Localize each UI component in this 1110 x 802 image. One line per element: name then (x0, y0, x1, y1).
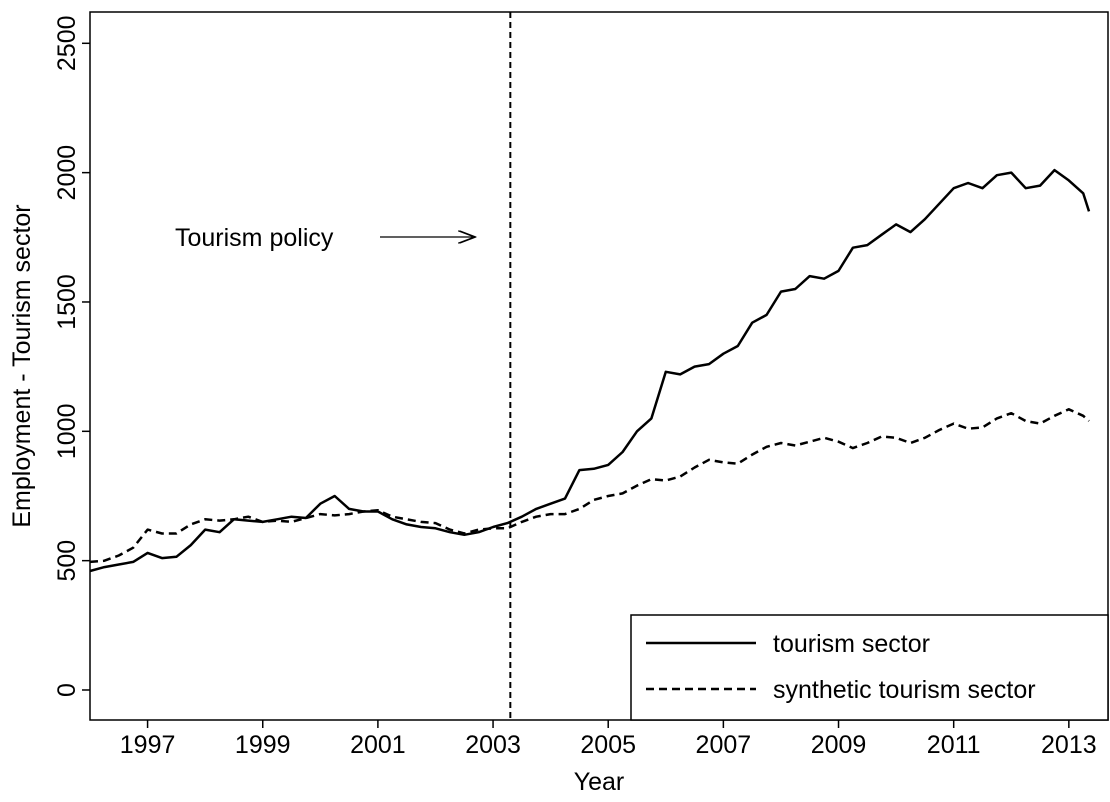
x-tick-label: 2011 (927, 731, 981, 759)
x-axis-label: Year (574, 768, 625, 796)
y-tick-label: 1000 (53, 404, 81, 460)
legend-box (630, 614, 1109, 721)
plot-frame (89, 11, 1109, 721)
series-line (89, 408, 1090, 564)
y-tick-label: 2000 (53, 145, 81, 201)
x-tick-label: 2007 (696, 731, 752, 759)
x-tick-label: 1999 (235, 731, 291, 759)
legend: tourism sector synthetic tourism sector (630, 614, 1109, 721)
y-axis-label: Employment - Tourism sector (8, 204, 36, 527)
y-tick-label: 1500 (53, 274, 81, 330)
y-tick-label: 2500 (53, 15, 81, 71)
x-tick-label: 1997 (120, 731, 176, 759)
y-tick-label: 0 (53, 683, 81, 697)
x-tick-label: 2009 (811, 731, 867, 759)
legend-label: tourism sector (773, 630, 930, 658)
x-tick-label: 2013 (1041, 731, 1097, 759)
x-tick-label: 2003 (465, 731, 521, 759)
x-tick-label: 2005 (580, 731, 636, 759)
y-tick-label: 500 (53, 540, 81, 582)
annotation: Tourism policy (175, 224, 334, 252)
legend-label: synthetic tourism sector (773, 676, 1036, 704)
x-tick-label: 2001 (350, 731, 406, 759)
